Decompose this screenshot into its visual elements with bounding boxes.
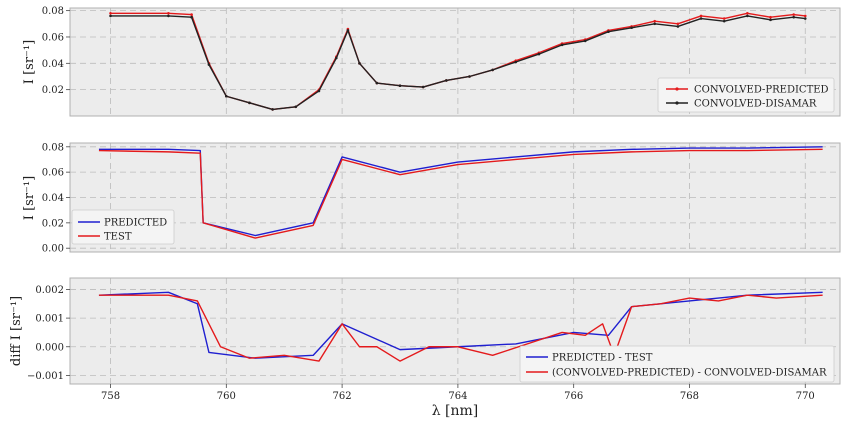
panel-middle-ytick-label: 0.04 (42, 193, 64, 204)
panel-top-series-point (109, 14, 112, 18)
panel-top-series-point (346, 29, 350, 32)
panel-top-series-point (653, 19, 657, 23)
panel-bottom-ytick-label: 0.000 (35, 342, 64, 353)
panel-bottom-ylabel: diff I [sr⁻¹] (9, 296, 24, 366)
panel-top-series-point (358, 62, 361, 65)
panel-bottom-ytick-label: 0.002 (35, 285, 64, 296)
panel-bottom-yticks: −0.001 0.000 0.001 0.002 (27, 285, 70, 382)
panel-top-series-point (445, 79, 448, 82)
panel-bottom-series (98, 291, 823, 362)
panel-bottom-series-line-2 (98, 294, 823, 362)
panel-top-series-point (699, 14, 703, 18)
panel-top-series-point (109, 11, 112, 15)
panel-top-series-point (699, 17, 703, 20)
panel-top-series-point (607, 30, 610, 34)
panel-top-series (109, 11, 807, 111)
panel-middle-yticks: 0.00 0.02 0.04 0.06 0.08 (42, 142, 70, 255)
panel-top-series-point (225, 94, 228, 98)
panel-top-gridlines (70, 8, 840, 116)
panel-middle-ytick-label: 0.06 (42, 168, 64, 179)
panel-top-legend-marker (675, 101, 679, 105)
panel-middle-ytick-label: 0.02 (42, 218, 64, 229)
panel-middle-ytick-label: 0.08 (42, 142, 64, 153)
panel-middle-gridlines (70, 143, 840, 252)
panel-bottom-xtick-label: 758 (101, 391, 120, 402)
panel-bottom-xtick-label: 766 (564, 391, 583, 402)
panel-top-series-point (746, 14, 749, 18)
panel-middle-series (98, 146, 823, 239)
panel-top-frame (69, 7, 841, 117)
panel-top-ytick-label: 0.06 (42, 32, 64, 43)
panel-middle-series-line-2 (98, 148, 823, 239)
panel-bottom-xtick-label: 768 (680, 391, 699, 402)
panel-top-series-point (769, 15, 772, 19)
panel-top-series-point (294, 105, 298, 109)
panel-top-series-point (537, 52, 541, 56)
panel-top-series-point (207, 63, 211, 66)
panel-top-series-point (514, 60, 518, 64)
panel-top-legend-box (657, 77, 835, 113)
panel-top-legend-label: CONVOLVED-PREDICTED (694, 85, 829, 96)
panel-top-yticks: 0.02 0.04 0.06 0.08 (42, 6, 70, 96)
panel-bottom-ytick-label: 0.001 (35, 314, 64, 325)
panel-bottom-xticks: 758 760 762 764 766 768 770 (101, 384, 815, 402)
panel-top-series-point (398, 84, 402, 88)
panel-bottom-xtick-label: 760 (217, 391, 236, 402)
panel-top-series-point (722, 19, 726, 23)
panel-top-series-point (746, 11, 749, 15)
panel-top-series-point (722, 17, 726, 20)
panel-top-series-point (167, 14, 170, 18)
panel-bottom-legend-label: (CONVOLVED-PREDICTED) - CONVOLVED-DISAMA… (552, 368, 827, 379)
panel-top-series-point (803, 14, 807, 18)
panel-bottom-xtick-label: 762 (333, 391, 352, 402)
panel-top-series-point (676, 25, 680, 28)
panel-bottom-legend-label: PREDICTED - TEST (552, 353, 653, 364)
panel-top-legend-label: CONVOLVED-DISAMAR (694, 99, 817, 110)
panel-top-series-point (803, 17, 807, 20)
panel-top-series-point (271, 108, 274, 111)
panel-top-legend-marker (675, 87, 679, 91)
panel-top-ylabel: I [sr⁻¹] (22, 40, 37, 84)
panel-top-series-point (468, 75, 471, 78)
panel-top-ytick-label: 0.04 (42, 59, 64, 70)
panel-top: I [sr⁻¹] 0.02 0.04 0.06 0.08 CONVOLVED-PRED… (22, 6, 841, 117)
panel-bottom-legend: PREDICTED - TEST (CONVOLVED-PREDICTED) - … (519, 345, 835, 383)
panel-top-series-point (167, 11, 170, 15)
panel-top-series-point (792, 13, 795, 16)
panel-top-series-point (792, 15, 795, 19)
panel-top-series-point (630, 26, 633, 30)
panel-middle-legend: PREDICTED TEST (71, 209, 175, 245)
panel-bottom-xtick-label: 764 (448, 391, 467, 402)
panel-top-series-point (190, 15, 193, 19)
panel-top-ytick-label: 0.08 (42, 6, 64, 17)
panel-bottom-ytick-label: −0.001 (27, 371, 64, 382)
panel-middle-ylabel: I [sr⁻¹] (22, 176, 37, 220)
panel-top-series-point (317, 89, 321, 93)
x-axis-label: λ [nm] (432, 403, 479, 419)
panel-top-series-point (375, 81, 379, 85)
panel-top-series-point (421, 85, 425, 89)
panel-top-series-point (676, 22, 680, 26)
panel-top-series-point (769, 18, 772, 22)
panel-top-legend: CONVOLVED-PREDICTED CONVOLVED-DISAMAR (657, 77, 835, 113)
panel-middle-ytick-label: 0.00 (42, 244, 64, 255)
panel-top-series-point (190, 13, 193, 16)
panel-top-series-point (560, 43, 564, 47)
panel-top-series-line-2 (110, 15, 806, 111)
panel-top-series-point (248, 101, 251, 105)
panel-bottom-frame (69, 277, 841, 385)
panel-bottom-legend-box (519, 345, 835, 383)
panel-middle-legend-label: TEST (104, 232, 132, 243)
panel-top-series-point (335, 56, 338, 60)
panel-top-series-point (583, 39, 587, 43)
panel-top-series-point (653, 22, 657, 26)
panel-top-ytick-label: 0.02 (42, 85, 64, 96)
panel-middle-legend-label: PREDICTED (104, 218, 167, 229)
panel-middle: I [sr⁻¹] 0.00 0.02 0.04 0.06 0.08 PREDICTED T… (22, 142, 841, 255)
panel-bottom-xtick-label: 770 (796, 391, 815, 402)
panel-top-series-point (491, 68, 494, 72)
